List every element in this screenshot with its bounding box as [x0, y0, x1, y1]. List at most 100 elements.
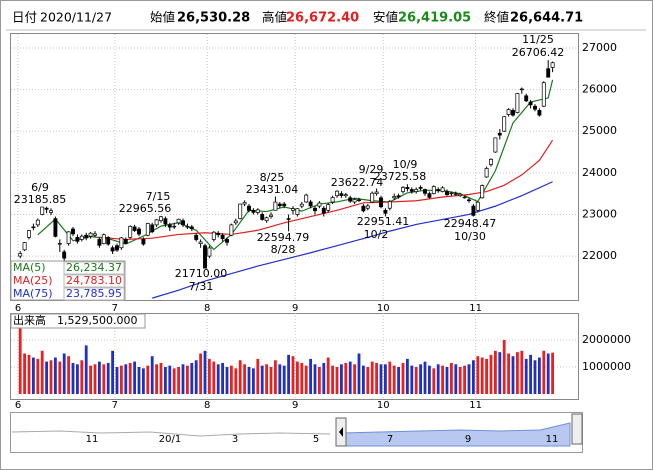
volume-bar — [370, 361, 374, 394]
candle-body — [497, 132, 502, 136]
volume-bar — [84, 345, 88, 394]
volume-bar — [287, 354, 290, 394]
candle-body — [304, 194, 309, 203]
candle-body — [317, 202, 322, 207]
candle-body — [75, 237, 80, 242]
plot: 22000 23000 24000 25000 26000 27000 1000000 200… — [10, 33, 631, 411]
candle-body — [414, 189, 419, 192]
candle-body — [44, 207, 49, 210]
candle-body — [449, 192, 454, 195]
x-tick-label: 11 — [469, 400, 482, 411]
volume-bar — [234, 368, 238, 394]
candle-body — [194, 234, 199, 240]
volume-bar — [476, 356, 480, 394]
candle-body — [401, 187, 405, 192]
candle-body — [396, 195, 401, 198]
volume-bar — [115, 367, 119, 394]
navigator-label: 7 — [387, 434, 393, 445]
volume-bar — [45, 361, 48, 394]
x-tick-label: 7 — [112, 400, 118, 411]
open-label: 始値 — [150, 10, 175, 25]
annotation-date: 8/25 — [260, 171, 285, 184]
candle-body — [119, 237, 124, 249]
volume-bar — [428, 365, 431, 394]
navigator-range — [341, 422, 571, 447]
candle-body — [409, 189, 414, 192]
navigator-label: 11 — [86, 434, 99, 445]
candle-body — [550, 62, 555, 68]
candle-body — [123, 239, 128, 244]
candle-body — [269, 214, 273, 217]
low-label: 安値 — [373, 10, 398, 25]
candle-body — [423, 189, 427, 194]
candle-body — [247, 205, 251, 211]
volume-bar — [265, 364, 268, 394]
candle-body — [27, 230, 31, 238]
candle-body — [176, 218, 181, 224]
candle-body — [40, 206, 45, 215]
volume-bar — [384, 364, 387, 394]
volume-bar — [71, 362, 75, 394]
navigator-label: 9 — [465, 434, 471, 445]
x-tick-label: 10 — [377, 400, 390, 411]
candle-body — [79, 235, 84, 240]
volume-bar — [516, 352, 519, 394]
annotation-value: 21710.00 — [175, 267, 228, 280]
volume-bar — [520, 350, 524, 394]
volume-bar — [243, 364, 246, 394]
y-tick-label: 2000000 — [582, 333, 631, 346]
candle-body — [383, 209, 388, 214]
high-label: 高値 — [262, 10, 287, 25]
volume-bar — [212, 361, 216, 394]
volume-bar — [40, 350, 44, 394]
high: 26,672.40 — [286, 11, 359, 26]
volume-bar — [164, 367, 167, 394]
candle-body — [291, 208, 295, 211]
volume-bar — [546, 353, 550, 394]
volume-bar — [76, 364, 79, 394]
candle-body — [533, 105, 537, 110]
candle-body — [471, 205, 476, 216]
candle-body — [480, 185, 485, 199]
candle-body — [203, 245, 207, 269]
handle-arrow — [339, 427, 343, 437]
candle-body — [198, 241, 203, 244]
volume-bar — [203, 350, 207, 394]
candle-body — [541, 82, 546, 107]
candle-body — [277, 203, 282, 207]
volume-bar — [419, 364, 422, 394]
volume-bar — [102, 364, 106, 394]
volume-bar — [498, 352, 502, 394]
candle-body — [53, 218, 58, 237]
volume-bar — [89, 365, 92, 394]
candle-body — [313, 207, 317, 212]
candle-body — [515, 93, 520, 113]
candle-body — [418, 187, 423, 189]
candle-body — [260, 214, 265, 220]
candle-body — [22, 242, 27, 251]
annotation-date: 7/31 — [189, 280, 214, 293]
volume-label-box — [10, 313, 146, 329]
annotation-value: 22594.79 — [257, 231, 310, 244]
volume-bar — [18, 326, 22, 394]
candle-body — [528, 101, 533, 106]
candle-body — [238, 203, 243, 219]
volume-bar — [551, 352, 554, 394]
annotation-date: 8/28 — [271, 243, 296, 256]
volume-bar — [27, 354, 31, 394]
volume-bar — [124, 364, 128, 394]
navigator-handle[interactable] — [571, 413, 583, 445]
candle-body — [519, 88, 524, 91]
volume-bar — [423, 361, 427, 394]
candle-body — [502, 116, 507, 132]
candle-body — [225, 239, 229, 243]
volume-bar — [300, 362, 304, 394]
volume-bar — [480, 357, 484, 394]
candle-body — [93, 233, 97, 236]
volume-bar — [326, 357, 330, 394]
volume-bar — [177, 367, 180, 394]
annotation-date: 6/9 — [31, 181, 49, 194]
candle-body — [251, 209, 256, 213]
candle-body — [335, 190, 339, 197]
candle-body — [458, 193, 463, 197]
